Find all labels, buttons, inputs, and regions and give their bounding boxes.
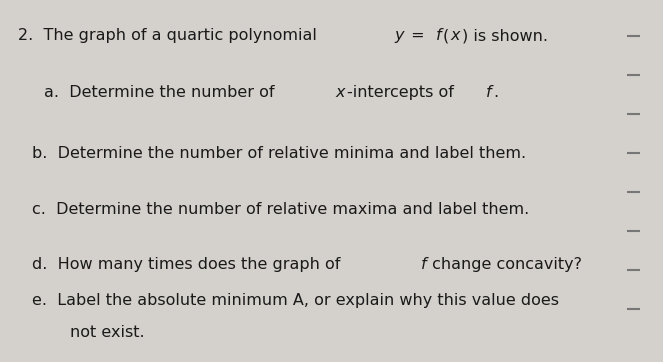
Text: b.  Determine the number of relative minima and label them.: b. Determine the number of relative mini…	[32, 146, 526, 160]
Text: y: y	[394, 29, 404, 43]
Text: ) is shown.: ) is shown.	[462, 29, 548, 43]
Text: 2.  The graph of a quartic polynomial: 2. The graph of a quartic polynomial	[18, 29, 322, 43]
Text: x: x	[451, 29, 460, 43]
Text: a.  Determine the number of: a. Determine the number of	[44, 85, 279, 100]
Text: -intercepts of: -intercepts of	[347, 85, 459, 100]
Text: not exist.: not exist.	[70, 325, 145, 340]
Text: e.  Label the absolute minimum A, or explain why this value does: e. Label the absolute minimum A, or expl…	[32, 293, 559, 308]
Text: f: f	[436, 29, 442, 43]
Text: x: x	[335, 85, 345, 100]
Text: .: .	[493, 85, 498, 100]
Text: (: (	[443, 29, 449, 43]
Text: change concavity?: change concavity?	[428, 257, 582, 272]
Text: d.  How many times does the graph of: d. How many times does the graph of	[32, 257, 345, 272]
Text: f: f	[486, 85, 491, 100]
Text: f: f	[420, 257, 426, 272]
Text: c.  Determine the number of relative maxima and label them.: c. Determine the number of relative maxi…	[32, 202, 529, 217]
Text: =: =	[406, 29, 430, 43]
